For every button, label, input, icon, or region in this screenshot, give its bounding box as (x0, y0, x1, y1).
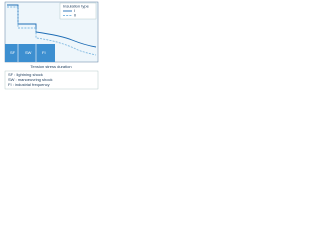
legend-box (59, 2, 97, 20)
note: FI : industrial frequency (8, 82, 50, 87)
region-label: SF (10, 50, 16, 55)
legend-entry: II (74, 13, 76, 18)
region-divider (17, 44, 37, 62)
curve-solid (7, 4, 97, 48)
legend-title: Insulation type (63, 4, 90, 9)
curve-dashed (7, 6, 97, 56)
region-band (5, 44, 55, 62)
x-axis-label: Tension stress duration (30, 64, 71, 69)
legend-entry: I (74, 8, 75, 13)
region-label: FI (42, 50, 46, 55)
region-label: SW (25, 50, 32, 55)
note: SF : lightning shock (8, 72, 43, 77)
note: SW : manoeuvring shock (8, 77, 52, 82)
figure: Insulation type I II SF SW FI Tension st… (4, 1, 99, 90)
notes-box (4, 70, 99, 90)
